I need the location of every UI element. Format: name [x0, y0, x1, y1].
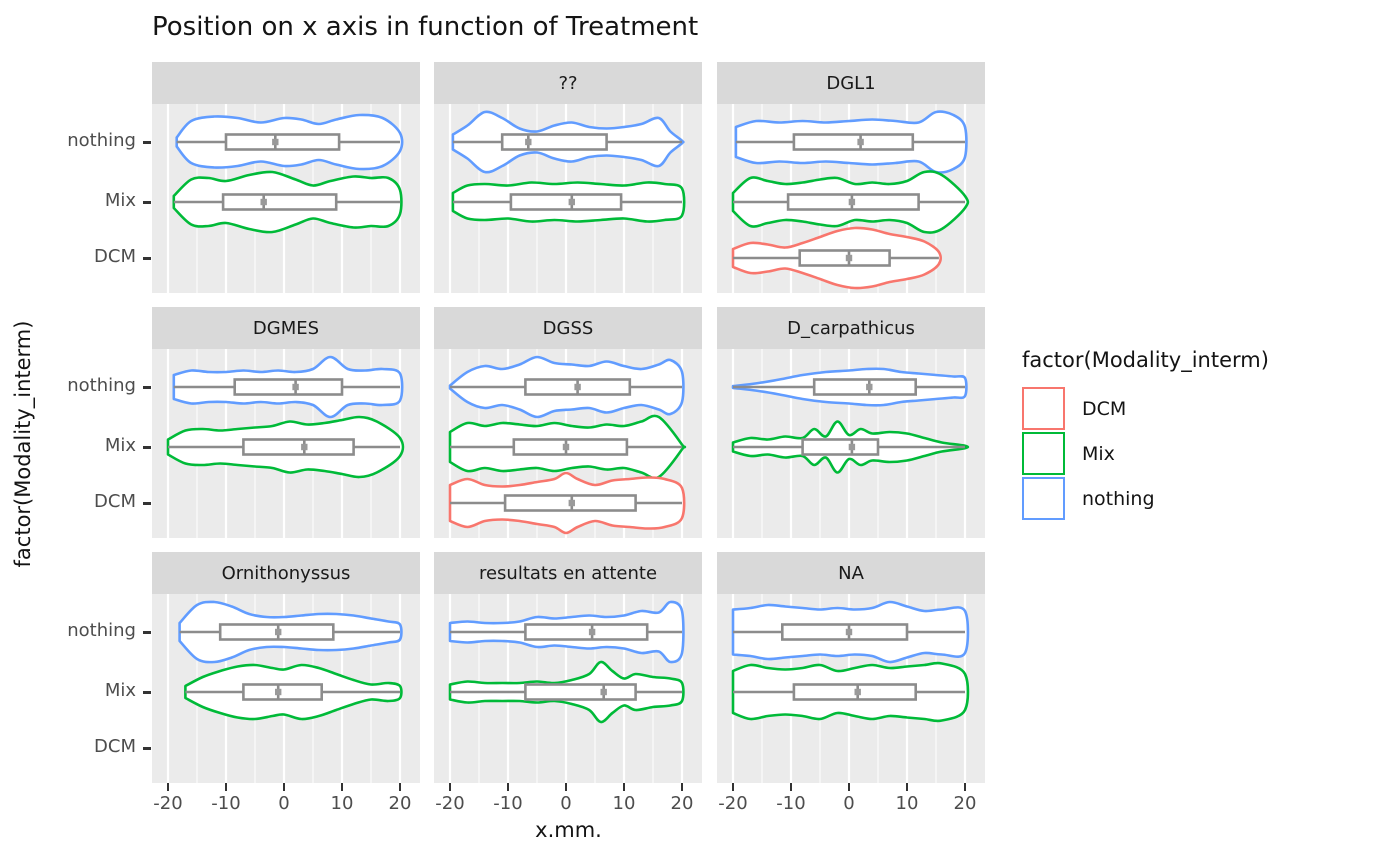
legend: factor(Modality_interm) DCM Mix nothing — [1022, 348, 1269, 521]
legend-item-mix: Mix — [1022, 431, 1269, 476]
facet-panel — [152, 104, 420, 293]
facet-panel — [717, 594, 985, 783]
facet-strip: Ornithonyssus — [152, 552, 420, 594]
x-tick-mark — [905, 783, 909, 791]
facet-panel — [434, 349, 702, 538]
y-tick-label: Mix — [104, 680, 136, 701]
x-tick-mark — [731, 783, 735, 791]
y-tick-label: nothing — [67, 620, 136, 641]
legend-item-dcm: DCM — [1022, 386, 1269, 431]
x-tick-mark — [224, 783, 228, 791]
facet-strip: ?? — [434, 62, 702, 104]
x-tick-mark — [847, 783, 851, 791]
x-tick-label: 20 — [388, 793, 412, 814]
y-tick-label: DCM — [94, 736, 136, 757]
x-tick-label: -20 — [153, 793, 183, 814]
y-tick-label: Mix — [104, 435, 136, 456]
x-tick-mark — [564, 783, 568, 791]
facet-panel — [434, 104, 702, 293]
x-tick-label: 10 — [330, 793, 354, 814]
facet-strip: D_carpathicus — [717, 307, 985, 349]
y-tick-mark — [143, 631, 151, 634]
legend-swatch-mix — [1022, 432, 1065, 475]
y-tick-label: DCM — [94, 491, 136, 512]
plot-title: Position on x axis in function of Treatm… — [152, 12, 699, 42]
x-tick-mark — [282, 783, 286, 791]
x-tick-mark — [963, 783, 967, 791]
y-tick-mark — [143, 446, 151, 449]
facet-panel — [152, 349, 420, 538]
y-tick-mark — [143, 386, 151, 389]
x-tick-label: 10 — [895, 793, 919, 814]
x-tick-label: -20 — [718, 793, 748, 814]
y-tick-mark — [143, 201, 151, 204]
facet-strip: resultats en attente — [434, 552, 702, 594]
facet-strip: NA — [717, 552, 985, 594]
x-axis-title: x.mm. — [535, 818, 602, 842]
legend-label: DCM — [1082, 397, 1127, 420]
facet-panel — [434, 594, 702, 783]
legend-swatch-dcm — [1022, 387, 1065, 430]
x-tick-label: 0 — [843, 793, 855, 814]
y-tick-mark — [143, 691, 151, 694]
y-tick-mark — [143, 502, 151, 505]
x-tick-label: -10 — [776, 793, 806, 814]
y-tick-label: nothing — [67, 375, 136, 396]
legend-label: Mix — [1082, 442, 1115, 465]
facet-strip: DGMES — [152, 307, 420, 349]
x-tick-mark — [680, 783, 684, 791]
x-tick-label: -20 — [435, 793, 465, 814]
x-tick-mark — [166, 783, 170, 791]
legend-swatch-nothing — [1022, 477, 1065, 520]
x-tick-mark — [448, 783, 452, 791]
x-tick-mark — [340, 783, 344, 791]
facet-strip: DGL1 — [717, 62, 985, 104]
x-tick-mark — [506, 783, 510, 791]
x-tick-mark — [622, 783, 626, 791]
legend-label: nothing — [1082, 487, 1155, 510]
x-tick-label: 0 — [560, 793, 572, 814]
x-tick-mark — [398, 783, 402, 791]
y-tick-mark — [143, 141, 151, 144]
facet-panel — [717, 349, 985, 538]
y-tick-label: Mix — [104, 190, 136, 211]
y-tick-mark — [143, 257, 151, 260]
x-tick-label: -10 — [493, 793, 523, 814]
facet-panel — [717, 104, 985, 293]
x-tick-label: -10 — [211, 793, 241, 814]
y-tick-label: nothing — [67, 130, 136, 151]
y-tick-mark — [143, 747, 151, 750]
x-tick-label: 10 — [612, 793, 636, 814]
legend-item-nothing: nothing — [1022, 476, 1269, 521]
facet-strip: DGSS — [434, 307, 702, 349]
x-tick-label: 0 — [278, 793, 290, 814]
facet-strip — [152, 62, 420, 104]
x-tick-label: 20 — [670, 793, 694, 814]
legend-title: factor(Modality_interm) — [1022, 348, 1269, 372]
facet-panel — [152, 594, 420, 783]
x-tick-mark — [789, 783, 793, 791]
x-tick-label: 20 — [953, 793, 977, 814]
y-tick-label: DCM — [94, 246, 136, 267]
